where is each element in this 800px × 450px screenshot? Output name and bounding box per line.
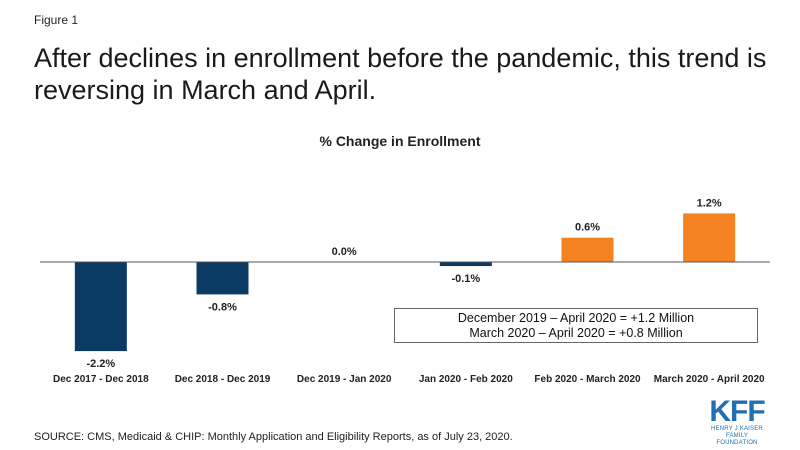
data-label-1: -0.8% [208,301,237,313]
data-label-0: -2.2% [86,358,115,370]
category-label-1: Dec 2018 - Dec 2019 [175,374,271,385]
kff-logo: KFF HENRY J KAISER FAMILY FOUNDATION [706,395,768,447]
source-note: SOURCE: CMS, Medicaid & CHIP: Monthly Ap… [34,431,513,443]
logo-line-2: FAMILY FOUNDATION [716,433,758,446]
category-label-5: March 2020 - April 2020 [654,374,765,385]
headline: After declines in enrollment before the … [34,43,767,105]
chart-title: % Change in Enrollment [319,133,481,149]
figure-label: Figure 1 [34,13,79,27]
callout-line-2: March 2020 – April 2020 = +0.8 Million [469,326,683,340]
data-label-5: 1.2% [697,197,722,209]
logo-mark: KFF [709,395,765,428]
category-label-2: Dec 2019 - Jan 2020 [297,374,392,385]
category-label-3: Jan 2020 - Feb 2020 [419,374,513,385]
category-label-4: Feb 2020 - March 2020 [534,374,641,385]
logo-line-1: HENRY J KAISER [711,426,763,432]
bar-0 [74,262,127,352]
bar-4 [561,237,614,262]
callout-line-1: December 2019 – April 2020 = +1.2 Millio… [457,311,695,325]
data-label-3: -0.1% [451,273,480,285]
bar-3 [439,262,492,267]
data-label-4: 0.6% [575,222,600,234]
category-label-0: Dec 2017 - Dec 2018 [53,374,149,385]
bar-5 [683,213,736,262]
enrollment-callout-box: December 2019 – April 2020 = +1.2 Millio… [394,308,758,343]
bar-1 [196,262,249,295]
data-label-2: 0.0% [332,246,357,258]
bar-chart: -2.2% Dec 2017 - Dec 2018 -0.8% Dec 2018 - … [40,197,770,385]
